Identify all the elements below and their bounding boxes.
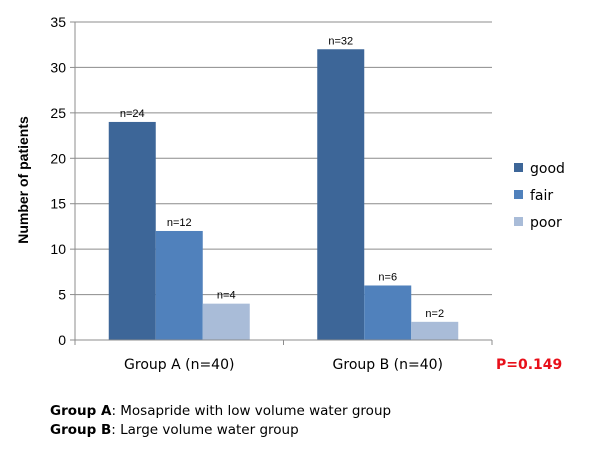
data-label: n=24 bbox=[120, 108, 145, 120]
bar-poor bbox=[411, 321, 459, 340]
x-category-label: Group B (n=40) bbox=[333, 357, 443, 373]
data-label: n=2 bbox=[425, 308, 444, 320]
y-tick-label: 30 bbox=[50, 59, 66, 75]
data-label: n=32 bbox=[328, 35, 353, 47]
legend-label-fair: fair bbox=[530, 188, 553, 204]
data-labels: n=24 n=12 n=4 n=32 n=6 n=2 bbox=[120, 35, 444, 320]
bar-good bbox=[108, 121, 156, 340]
data-label: n=4 bbox=[217, 290, 236, 302]
bars bbox=[108, 49, 459, 340]
legend-label-poor: poor bbox=[530, 215, 562, 231]
axes bbox=[74, 22, 493, 345]
footnote-key: Group A bbox=[50, 403, 112, 419]
x-category-labels: Group A (n=40) Group B (n=40) bbox=[124, 357, 443, 373]
footnote-group-a: Group A: Mosapride with low volume water… bbox=[50, 402, 391, 421]
bar-poor bbox=[202, 303, 250, 340]
y-tick-label: 15 bbox=[50, 196, 66, 212]
bar-fair bbox=[155, 230, 203, 340]
y-tick-label: 35 bbox=[50, 14, 66, 30]
y-tick-label: 0 bbox=[58, 332, 66, 348]
bar-good bbox=[317, 49, 365, 340]
bar-fair bbox=[364, 285, 412, 340]
footnote-group-b: Group B: Large volume water group bbox=[50, 421, 391, 440]
y-tick-labels: 0 5 10 15 20 25 30 35 bbox=[50, 14, 66, 348]
p-value-annotation: P=0.149 bbox=[496, 357, 562, 373]
y-tick-label: 25 bbox=[50, 105, 66, 121]
footnotes: Group A: Mosapride with low volume water… bbox=[50, 402, 391, 440]
footnote-key: Group B bbox=[50, 422, 112, 438]
y-axis-label: Number of patients bbox=[15, 116, 31, 244]
y-tick-label: 5 bbox=[58, 287, 66, 303]
data-label: n=12 bbox=[167, 217, 192, 229]
footnote-text: : Mosapride with low volume water group bbox=[111, 403, 392, 419]
bar-chart: 0 5 10 15 20 25 30 35 Group A (n=40) Group B (n=… bbox=[15, 14, 565, 373]
y-tick-label: 10 bbox=[50, 241, 66, 257]
legend-swatch-good bbox=[514, 163, 523, 172]
data-label: n=6 bbox=[378, 271, 397, 283]
y-tick-label: 20 bbox=[50, 150, 66, 166]
footnote-text: : Large volume water group bbox=[111, 422, 299, 438]
legend: good fair poor bbox=[514, 161, 565, 231]
x-category-label: Group A (n=40) bbox=[124, 357, 234, 373]
legend-swatch-poor bbox=[514, 217, 523, 226]
legend-label-good: good bbox=[530, 161, 565, 177]
legend-swatch-fair bbox=[514, 190, 523, 199]
